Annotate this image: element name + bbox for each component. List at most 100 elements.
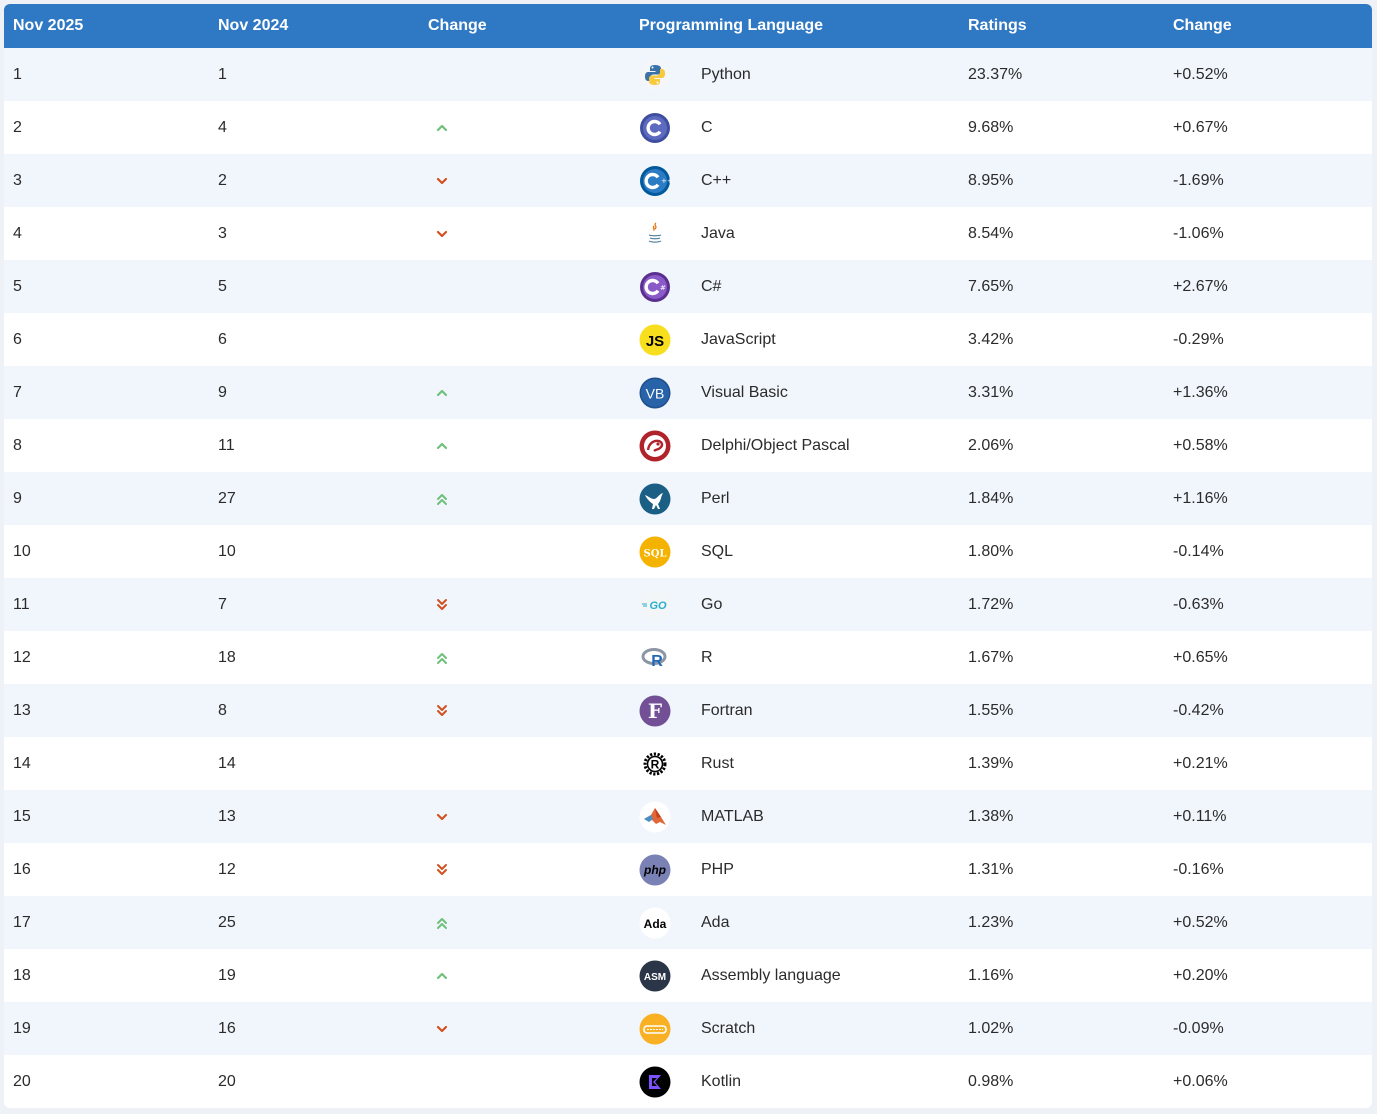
- table-row[interactable]: 15 13 MATLAB 1.38% +0.11%: [4, 790, 1372, 843]
- delphi-icon: [639, 430, 671, 461]
- language-name[interactable]: Fortran: [701, 701, 753, 719]
- matlab-icon: [639, 801, 671, 832]
- sql-icon: SQL: [639, 536, 671, 567]
- language-name[interactable]: Scratch: [701, 1019, 756, 1037]
- php-icon: php: [639, 854, 671, 885]
- language-logo: ASM: [619, 960, 701, 992]
- rank-previous: 7: [218, 595, 227, 613]
- language-name[interactable]: MATLAB: [701, 807, 764, 825]
- header-ratings[interactable]: Ratings: [968, 17, 1027, 34]
- rating-value: 9.68%: [968, 118, 1014, 136]
- language-name[interactable]: C++: [701, 171, 732, 189]
- rating-value: 1.16%: [968, 966, 1014, 984]
- javascript-icon: JS: [639, 324, 671, 355]
- rank-current: 15: [13, 807, 31, 825]
- rating-value: 1.02%: [968, 1019, 1014, 1037]
- double-chevron-down-icon: [437, 598, 447, 610]
- language-logo: php: [619, 854, 701, 886]
- svg-text:Ada: Ada: [644, 917, 667, 931]
- language-name[interactable]: Go: [701, 595, 723, 613]
- language-name[interactable]: Visual Basic: [701, 383, 788, 401]
- rank-change-indicator: [414, 650, 619, 666]
- table-row[interactable]: 1 1 Python 23.37% +0.52%: [4, 48, 1372, 101]
- language-logo: R: [619, 642, 701, 674]
- language-name[interactable]: R: [701, 648, 713, 666]
- rating-change: +0.06%: [1173, 1072, 1228, 1090]
- rating-value: 1.80%: [968, 542, 1014, 560]
- language-logo: SQL: [619, 536, 701, 568]
- rank-current: 6: [13, 330, 22, 348]
- table-row[interactable]: 20 20 Kotlin 0.98% +0.06%: [4, 1055, 1372, 1108]
- language-name[interactable]: PHP: [701, 860, 734, 878]
- chevron-down-icon: [436, 1025, 448, 1032]
- table-row[interactable]: 2 4 C 9.68% +0.67%: [4, 101, 1372, 154]
- header-ratings-change[interactable]: Change: [1173, 17, 1232, 34]
- table-row[interactable]: 12 18 R R 1.67% +0.65%: [4, 631, 1372, 684]
- table-row[interactable]: 8 11 Delphi/Object Pascal 2.06% +0.58%: [4, 419, 1372, 472]
- language-name[interactable]: Rust: [701, 754, 734, 772]
- rating-value: 3.42%: [968, 330, 1014, 348]
- table-row[interactable]: 11 7 GO Go 1.72% -0.63%: [4, 578, 1372, 631]
- rank-change-indicator: [414, 1021, 619, 1037]
- language-logo: GO: [619, 589, 701, 621]
- table-row[interactable]: 14 14 R Rust 1.39% +0.21%: [4, 737, 1372, 790]
- table-row[interactable]: 5 5 # C# 7.65% +2.67%: [4, 260, 1372, 313]
- rating-change: +0.20%: [1173, 966, 1228, 984]
- table-row[interactable]: 17 25 Ada Ada 1.23% +0.52%: [4, 896, 1372, 949]
- rating-change: -0.09%: [1173, 1019, 1224, 1037]
- rank-change-indicator: [414, 438, 619, 454]
- table-row[interactable]: 19 16 Scratch 1.02% -0.09%: [4, 1002, 1372, 1055]
- rank-current: 2: [13, 118, 22, 136]
- rating-change: +0.21%: [1173, 754, 1228, 772]
- table-body: 1 1 Python 23.37% +0.52% 2 4 C 9.68% +0.67% 3 2 ++ C+…: [4, 48, 1372, 1108]
- table-row[interactable]: 18 19 ASM Assembly language 1.16% +0.20%: [4, 949, 1372, 1002]
- language-name[interactable]: Assembly language: [701, 966, 841, 984]
- header-rank-change[interactable]: Change: [428, 17, 487, 34]
- table-row[interactable]: 4 3 Java 8.54% -1.06%: [4, 207, 1372, 260]
- rank-current: 17: [13, 913, 31, 931]
- table-row[interactable]: 13 8 F Fortran 1.55% -0.42%: [4, 684, 1372, 737]
- double-chevron-down-icon: [437, 704, 447, 716]
- language-name[interactable]: Python: [701, 65, 751, 83]
- cpp-icon: ++: [640, 165, 671, 196]
- rank-current: 12: [13, 648, 31, 666]
- language-name[interactable]: Perl: [701, 489, 730, 507]
- language-name[interactable]: Kotlin: [701, 1072, 742, 1090]
- language-name[interactable]: SQL: [701, 542, 734, 560]
- javascript-logo-text: JS: [646, 333, 664, 350]
- language-name[interactable]: C: [701, 118, 713, 136]
- table-row[interactable]: 16 12 php PHP 1.31% -0.16%: [4, 843, 1372, 896]
- language-logo: Ada: [619, 907, 701, 939]
- kotlin-icon: [639, 1066, 671, 1097]
- language-name[interactable]: Java: [701, 224, 735, 242]
- rating-value: 1.23%: [968, 913, 1014, 931]
- language-logo: #: [619, 271, 701, 303]
- table-row[interactable]: 9 27 Perl 1.84% +1.16%: [4, 472, 1372, 525]
- rating-change: +0.58%: [1173, 436, 1228, 454]
- language-name[interactable]: JavaScript: [701, 330, 776, 348]
- language-name[interactable]: C#: [701, 277, 722, 295]
- svg-text:VB: VB: [646, 385, 665, 401]
- svg-text:F: F: [648, 699, 662, 723]
- header-previous-month[interactable]: Nov 2024: [218, 17, 289, 34]
- rank-previous: 9: [218, 383, 227, 401]
- scratch-icon: [639, 1013, 671, 1044]
- language-name[interactable]: Ada: [701, 913, 730, 931]
- table-row[interactable]: 10 10 SQL SQL 1.80% -0.14%: [4, 525, 1372, 578]
- table-row[interactable]: 6 6 JS JavaScript 3.42% -0.29%: [4, 313, 1372, 366]
- rank-previous: 4: [218, 118, 227, 136]
- rank-change-indicator: [414, 385, 619, 401]
- rating-change: +0.11%: [1173, 807, 1227, 825]
- table-row[interactable]: 7 9 VB Visual Basic 3.31% +1.36%: [4, 366, 1372, 419]
- language-name[interactable]: Delphi/Object Pascal: [701, 436, 850, 454]
- rank-change-indicator: [414, 862, 619, 878]
- rating-value: 1.31%: [968, 860, 1014, 878]
- ada-icon: Ada: [639, 907, 671, 938]
- table-row[interactable]: 3 2 ++ C++ 8.95% -1.69%: [4, 154, 1372, 207]
- header-language[interactable]: Programming Language: [639, 17, 824, 34]
- language-logo: [619, 59, 701, 91]
- rank-previous: 14: [218, 754, 236, 772]
- header-current-month[interactable]: Nov 2025: [13, 17, 84, 34]
- rating-value: 1.84%: [968, 489, 1014, 507]
- chevron-up-icon: [436, 442, 448, 449]
